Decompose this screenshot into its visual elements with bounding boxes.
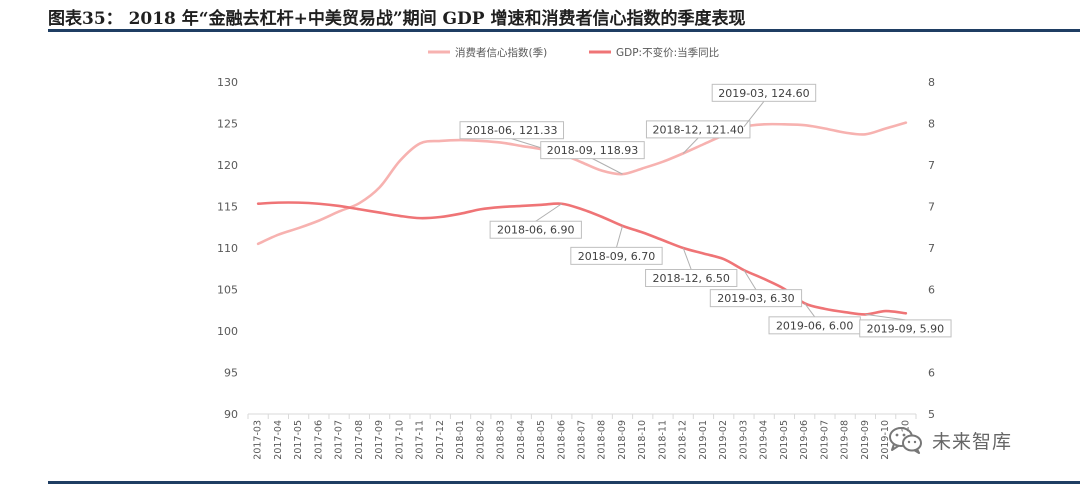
annotation-leader — [616, 225, 623, 248]
x-tick-label: 2019-06 — [799, 420, 810, 460]
annotation-label: 2019-03, 124.60 — [718, 87, 809, 100]
x-tick-label: 2019-05 — [779, 420, 790, 460]
annotation-label: 2018-06, 6.90 — [497, 224, 574, 237]
annotation-label: 2018-09, 118.93 — [547, 144, 638, 157]
legend-label-gdp: GDP:不变价:当季同比 — [616, 46, 719, 59]
annotation-box — [859, 319, 952, 338]
annotation-box — [645, 120, 751, 139]
annotation-box — [459, 121, 565, 140]
annotation-label: 2019-09, 5.90 — [867, 322, 944, 335]
x-tick-label: 2018-05 — [536, 420, 547, 460]
y-right-tick-label: 8 — [928, 76, 935, 89]
y-right-tick-label: 7 — [928, 159, 935, 172]
annotation-leader — [535, 203, 563, 222]
x-tick-label: 2017-03 — [253, 420, 264, 460]
y-right-tick-label: 6 — [928, 284, 935, 297]
y-left-tick-label: 90 — [224, 408, 238, 421]
annotation-leader — [592, 158, 623, 175]
annotation-box — [645, 269, 738, 287]
x-tick-label: 2017-11 — [415, 420, 426, 460]
annotation-leader — [743, 101, 765, 128]
annotation-box — [570, 246, 663, 265]
annotation-leader — [682, 247, 692, 270]
annotation-leader — [804, 303, 816, 318]
annotation-box — [489, 220, 582, 239]
annotation-label: 2019-03, 6.30 — [717, 292, 794, 305]
y-right-tick-label: 5 — [928, 408, 935, 421]
x-tick-label: 2018-06 — [556, 420, 567, 460]
x-tick-label: 2018-08 — [597, 420, 608, 460]
x-tick-label: 2019-10 — [880, 420, 891, 460]
x-tick-label: 2019-09 — [860, 420, 871, 460]
y-left-tick-label: 125 — [217, 118, 238, 131]
x-tick-label: 2017-09 — [374, 420, 385, 460]
watermark: 未来智库 — [888, 426, 1012, 454]
x-tick-label: 2017-10 — [394, 420, 405, 460]
x-tick-label: 2017-07 — [334, 420, 345, 460]
y-left-tick-label: 100 — [217, 325, 238, 338]
figure-title: 图表35： 2018 年“金融去杠杆+中美贸易战”期间 GDP 增速和消费者信心… — [48, 9, 746, 29]
annotation-leader — [865, 313, 906, 321]
annotation-label: 2018-06, 121.33 — [466, 124, 557, 137]
annotation-label: 2019-06, 6.00 — [776, 319, 853, 332]
y-left-tick-label: 130 — [217, 76, 238, 89]
x-tick-label: 2018-02 — [475, 420, 486, 460]
x-tick-label: 2017-05 — [293, 420, 304, 460]
y-right-tick-label: 6 — [928, 367, 935, 380]
x-tick-label: 2019-03 — [738, 420, 749, 460]
x-tick-label: 2018-10 — [637, 420, 648, 460]
y-left-tick-label: 120 — [217, 159, 238, 172]
y-left-tick-label: 110 — [217, 242, 238, 255]
x-tick-label: 2018-03 — [496, 420, 507, 460]
x-tick-label: 2019-01 — [698, 420, 709, 460]
y-right-tick-label: 7 — [928, 242, 935, 255]
x-tick-label: 2018-09 — [617, 420, 628, 460]
y-right-tick-label: 8 — [928, 118, 935, 131]
x-tick-label: 2017-12 — [435, 420, 446, 460]
annotation-leader — [743, 269, 757, 290]
x-tick-label: 2019-04 — [759, 420, 770, 460]
x-tick-label: 2018-11 — [657, 420, 668, 460]
wechat-icon — [889, 427, 922, 454]
x-tick-label: 2018-12 — [678, 420, 689, 460]
y-left-tick-label: 95 — [224, 367, 238, 380]
y-left-tick-label: 105 — [217, 284, 238, 297]
x-tick-label: 2019-07 — [819, 420, 830, 460]
annotation-leader — [682, 137, 699, 154]
x-tick-label: 2018-07 — [577, 420, 588, 460]
x-tick-label: 2017-08 — [354, 420, 365, 460]
y-right-tick-label: 7 — [928, 201, 935, 214]
top-rule — [48, 29, 1080, 32]
x-tick-label: 2019-02 — [718, 420, 729, 460]
annotation-box — [709, 289, 803, 308]
legend-label-confidence: 消费者信心指数(季) — [455, 46, 547, 59]
confidence-index-line — [256, 121, 908, 246]
bottom-rule — [48, 481, 1080, 484]
annotations-layer: 2018-06, 121.33 2018-09, 118.93 2018-12, 1… — [459, 83, 952, 338]
x-tick-label: 2017-04 — [273, 420, 284, 460]
axes-layer: 2017-03 2017-04 2017-05 2017-06 2017-07 2017-… — [217, 76, 935, 460]
annotation-box — [540, 141, 645, 160]
x-tick-label: 20 — [900, 420, 911, 432]
annotation-box — [711, 83, 817, 102]
y-left-tick-label: 115 — [217, 201, 238, 214]
legend: 消费者信心指数(季) GDP:不变价:当季同比 — [428, 46, 719, 59]
x-tick-label: 2018-01 — [455, 420, 466, 460]
annotation-label: 2018-09, 6.70 — [578, 250, 655, 263]
x-tick-label: 2017-06 — [313, 420, 324, 460]
watermark-text: 未来智库 — [932, 430, 1013, 453]
annotation-label: 2018-12, 6.50 — [652, 272, 729, 285]
x-tick-label: 2019-08 — [840, 420, 851, 460]
x-tick-label: 2018-04 — [516, 420, 527, 460]
annotation-label: 2018-12, 121.40 — [652, 123, 743, 136]
